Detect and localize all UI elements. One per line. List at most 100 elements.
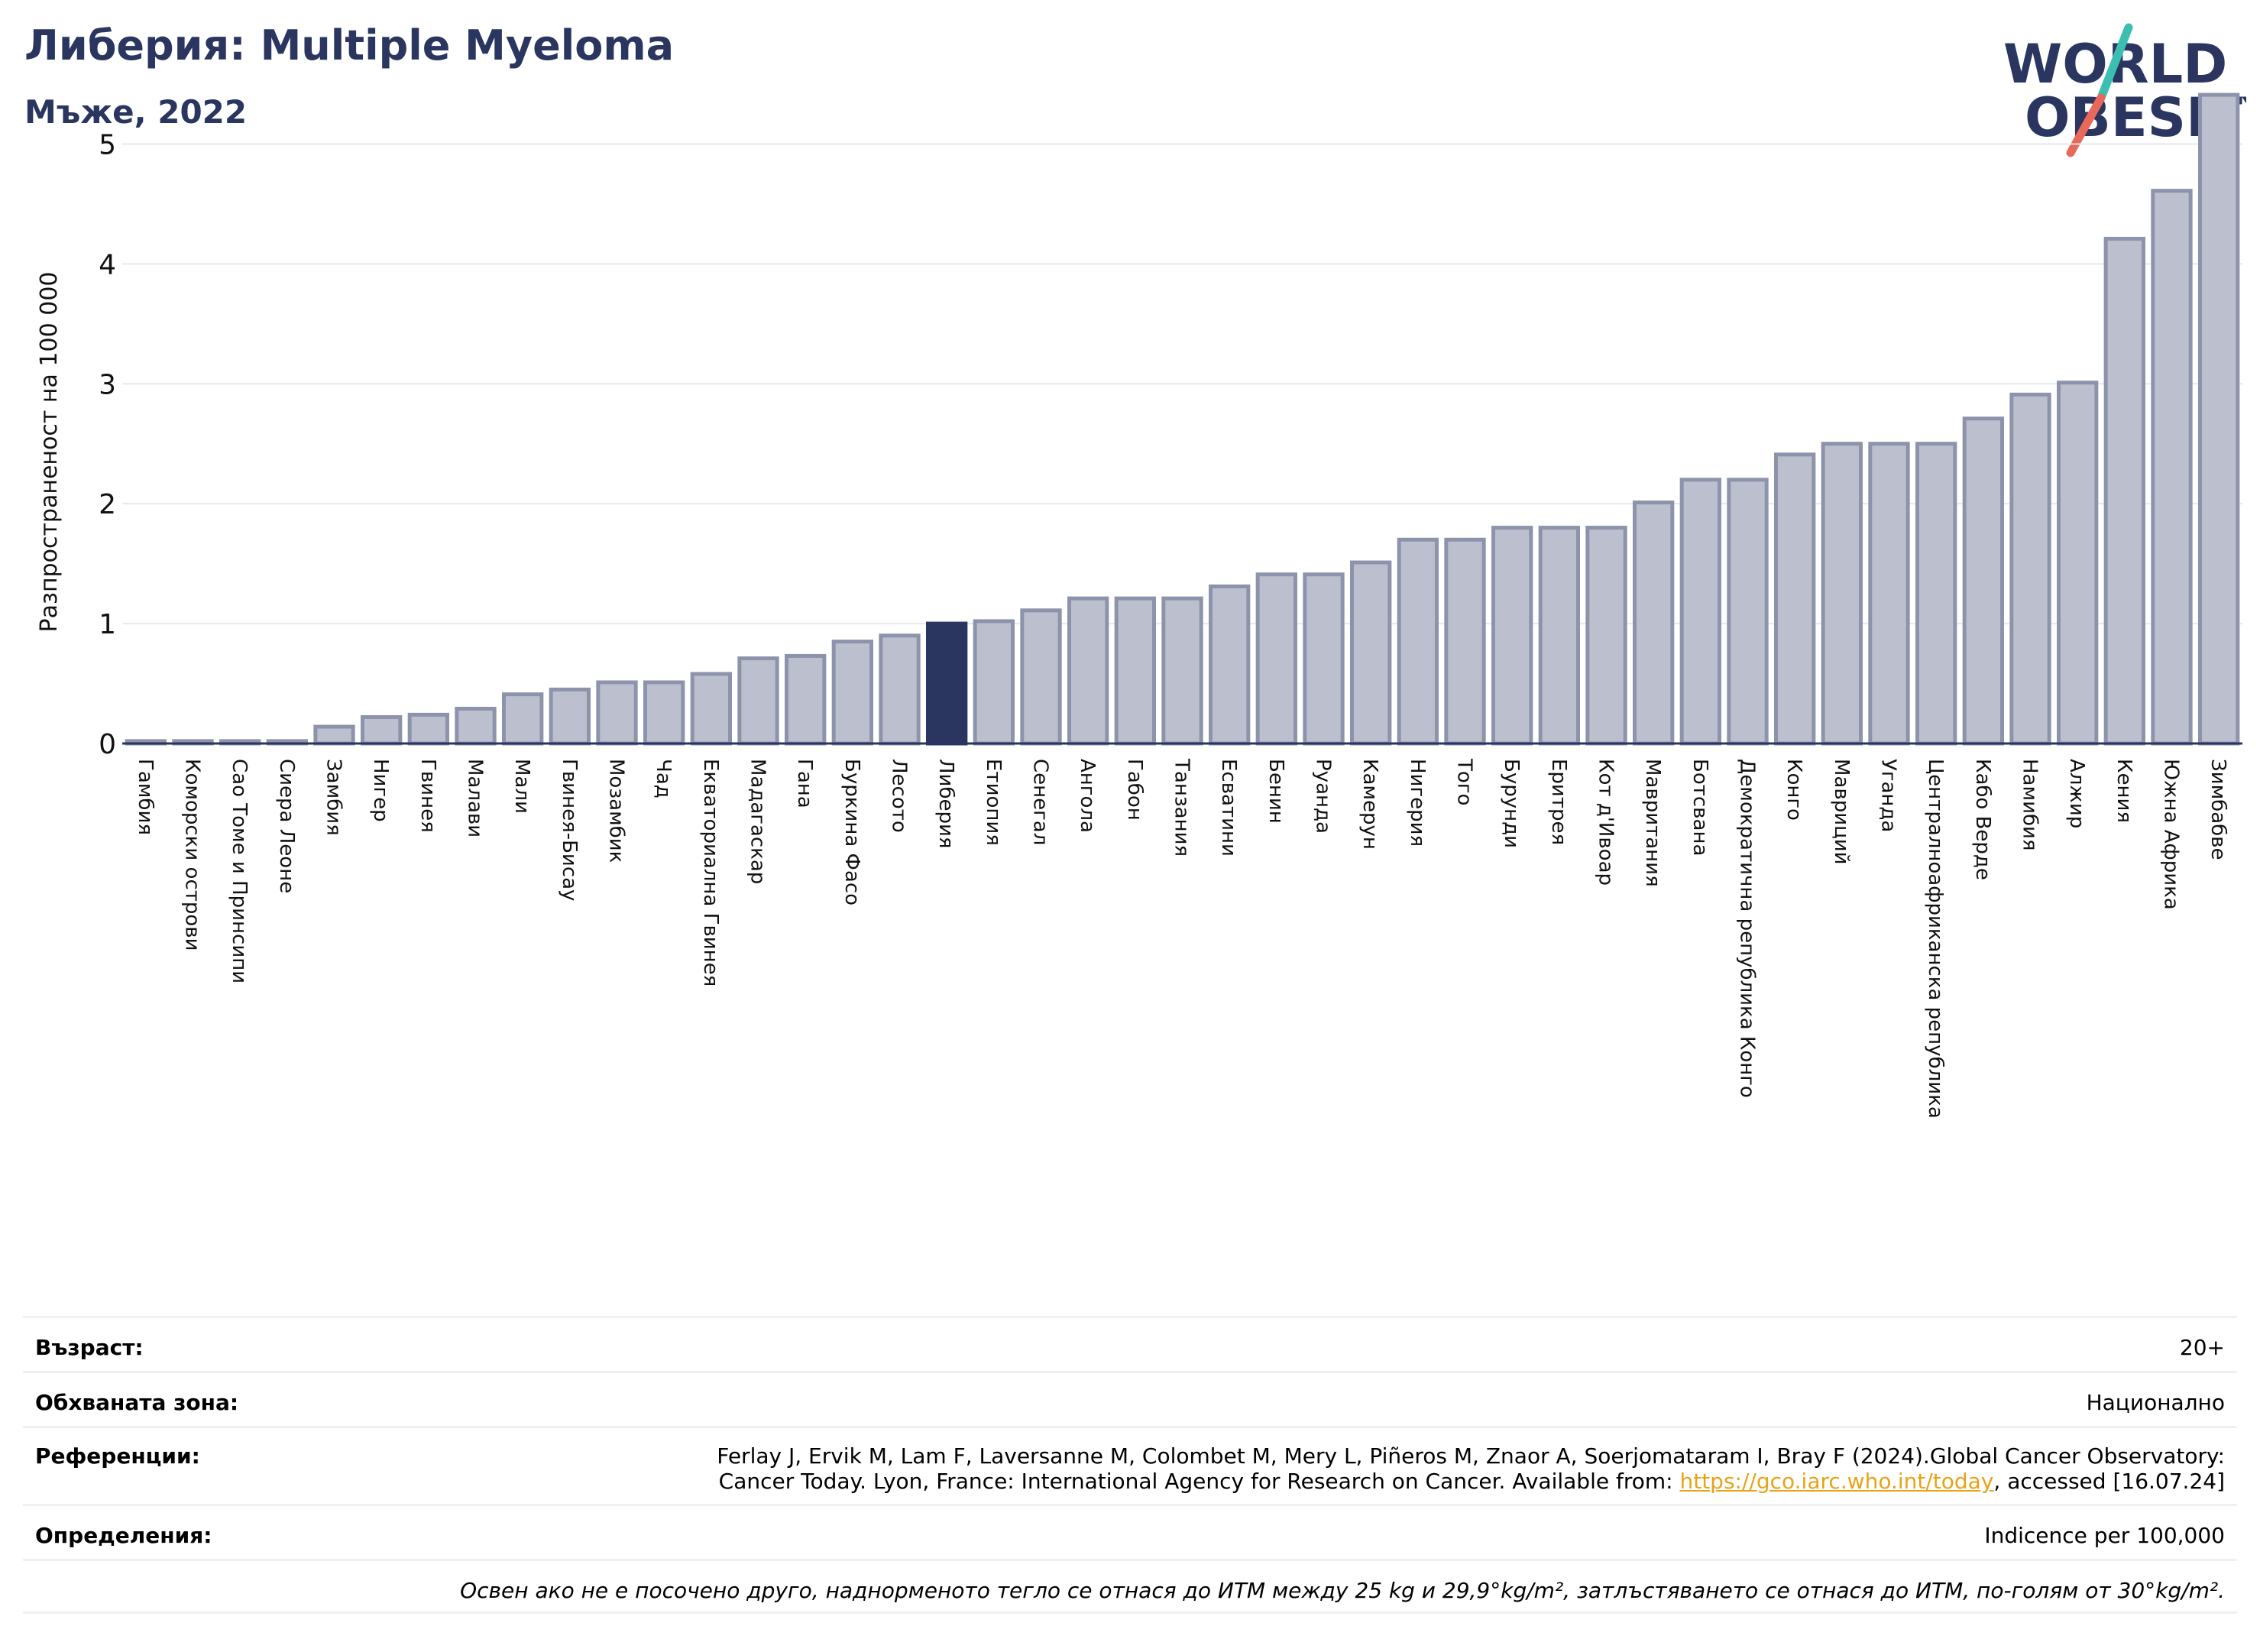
x-tick-label: Малави bbox=[464, 759, 487, 837]
bar bbox=[549, 687, 591, 746]
y-tick-label: 4 bbox=[99, 249, 116, 280]
bar bbox=[2009, 392, 2051, 746]
references-label: Референции: bbox=[35, 1443, 200, 1469]
x-tick-label: Того bbox=[1453, 758, 1476, 805]
y-tick-label: 2 bbox=[99, 489, 116, 520]
x-tick-label: Сенегал bbox=[1029, 759, 1052, 845]
x-tick-label: Кот д'Ивоар bbox=[1595, 759, 1617, 886]
x-tick-label: Мозамбик bbox=[605, 759, 628, 863]
x-tick-label: Екваториална Гвинея bbox=[699, 759, 722, 986]
bar bbox=[1962, 416, 2005, 746]
references-value: Ferlay J, Ervik M, Lam F, Laversanne M, … bbox=[717, 1443, 2225, 1494]
bar bbox=[1444, 537, 1486, 746]
bar bbox=[2103, 236, 2146, 746]
reference-line-2a: Cancer Today. Lyon, France: Internationa… bbox=[718, 1469, 1680, 1494]
x-tick-label: Бурунди bbox=[1500, 759, 1523, 848]
bar bbox=[831, 640, 873, 746]
definitions-label: Определения: bbox=[35, 1523, 212, 1548]
x-tick-label: Гвинея bbox=[416, 759, 439, 833]
x-tick-label: Танзания bbox=[1170, 758, 1193, 857]
x-tick-label: Етиопия bbox=[982, 759, 1005, 846]
meta-row-age: Възраст: 20+ bbox=[23, 1316, 2237, 1371]
bar bbox=[926, 621, 968, 746]
meta-row-definitions: Определения: Indicence per 100,000 bbox=[23, 1504, 2237, 1559]
x-tick-label: Ботсвана bbox=[1689, 759, 1711, 856]
bar bbox=[1821, 442, 1863, 746]
x-tick-label: Мали bbox=[510, 759, 533, 814]
x-tick-label: Бенин bbox=[1264, 759, 1287, 824]
bar bbox=[1350, 560, 1392, 746]
bar bbox=[502, 692, 544, 746]
age-label: Възраст: bbox=[35, 1335, 144, 1360]
x-tick-label: Лесото bbox=[888, 759, 911, 833]
x-tick-label: Буркина Фасо bbox=[840, 759, 863, 905]
area-label: Обхваната зона: bbox=[35, 1390, 239, 1415]
x-tick-label: Гвинея-Бисау bbox=[558, 759, 581, 901]
x-tick-label: Камерун bbox=[1358, 759, 1381, 850]
reference-line-2b: , accessed [16.07.24] bbox=[1993, 1469, 2225, 1494]
x-tick-label: Нигер bbox=[369, 759, 392, 822]
x-tick-label: Демократична република Конго bbox=[1736, 759, 1759, 1098]
y-tick-label: 1 bbox=[99, 609, 116, 640]
y-tick-label: 5 bbox=[99, 129, 116, 160]
bar bbox=[690, 672, 733, 746]
bar bbox=[1067, 596, 1109, 746]
y-axis-label: Разпространеност на 100 000 bbox=[36, 272, 63, 633]
bar bbox=[973, 619, 1015, 746]
y-tick-label: 3 bbox=[99, 369, 116, 400]
bar bbox=[1114, 596, 1156, 746]
x-tick-label: Мавриций bbox=[1830, 759, 1853, 865]
bar bbox=[407, 712, 450, 746]
x-tick-label: Кения bbox=[2113, 759, 2135, 823]
x-tick-label: Мавритания bbox=[1641, 759, 1664, 887]
age-value: 20+ bbox=[2179, 1335, 2225, 1360]
bar bbox=[1868, 442, 1910, 746]
bar bbox=[1303, 572, 1345, 746]
bar bbox=[1209, 584, 1251, 746]
bar bbox=[313, 724, 355, 746]
bar bbox=[1491, 526, 1533, 746]
bar bbox=[1727, 478, 1769, 746]
x-tick-label: Замбия bbox=[322, 759, 345, 836]
bar bbox=[2198, 92, 2240, 746]
chart-subtitle: Мъже, 2022 bbox=[24, 93, 248, 131]
bar bbox=[1255, 572, 1297, 746]
bar bbox=[455, 706, 497, 746]
x-tick-label: Габон bbox=[1123, 759, 1146, 821]
bar bbox=[1538, 526, 1580, 746]
bar bbox=[1915, 442, 1957, 746]
x-tick-label: Южна Африка bbox=[2160, 759, 2183, 910]
x-tick-label: Кабо Верде bbox=[1971, 759, 1994, 880]
meta-row-references: Референции: Ferlay J, Ervik M, Lam F, La… bbox=[23, 1426, 2237, 1504]
bar bbox=[1161, 596, 1203, 746]
x-tick-label: Руанда bbox=[1312, 759, 1335, 834]
meta-row-note: Освен ако не е посочено друго, наднормен… bbox=[23, 1559, 2237, 1614]
definitions-value: Indicence per 100,000 bbox=[1984, 1523, 2225, 1548]
meta-row-area: Обхваната зона: Национално bbox=[23, 1371, 2237, 1426]
x-tick-label: Нигерия bbox=[1406, 759, 1429, 847]
x-tick-label: Есватини bbox=[1217, 759, 1240, 857]
x-tick-label: Конго bbox=[1782, 759, 1805, 821]
x-tick-label: Намибия bbox=[2019, 759, 2041, 851]
bar bbox=[879, 633, 921, 746]
bar bbox=[737, 656, 779, 746]
bar bbox=[1633, 500, 1675, 746]
reference-link[interactable]: https://gco.iarc.who.int/today bbox=[1679, 1469, 1994, 1494]
reference-line-1: Ferlay J, Ervik M, Lam F, Laversanne M, … bbox=[717, 1443, 2225, 1469]
x-tick-label: Еритрея bbox=[1547, 759, 1570, 845]
footnote: Освен ако не е посочено друго, наднормен… bbox=[460, 1578, 2225, 1603]
y-tick-label: 0 bbox=[99, 729, 116, 760]
bar-chart: 0 1 2 3 4 5 Гамбия Коморски острови Сао Томе и П… bbox=[36, 92, 2242, 1119]
logo-slash-teal bbox=[2096, 23, 2133, 102]
x-tick-label: Ангола bbox=[1076, 759, 1099, 833]
x-tick-label: Гана bbox=[793, 759, 816, 808]
bar bbox=[2151, 189, 2193, 746]
bar bbox=[2057, 381, 2099, 746]
area-value: Национално bbox=[2086, 1390, 2225, 1415]
bar bbox=[1679, 478, 1722, 746]
bar bbox=[1585, 526, 1627, 746]
bar bbox=[1020, 608, 1062, 746]
bar bbox=[1774, 452, 1816, 746]
x-tick-label: Уганда bbox=[1877, 759, 1900, 832]
x-tick-label: Гамбия bbox=[134, 759, 157, 835]
